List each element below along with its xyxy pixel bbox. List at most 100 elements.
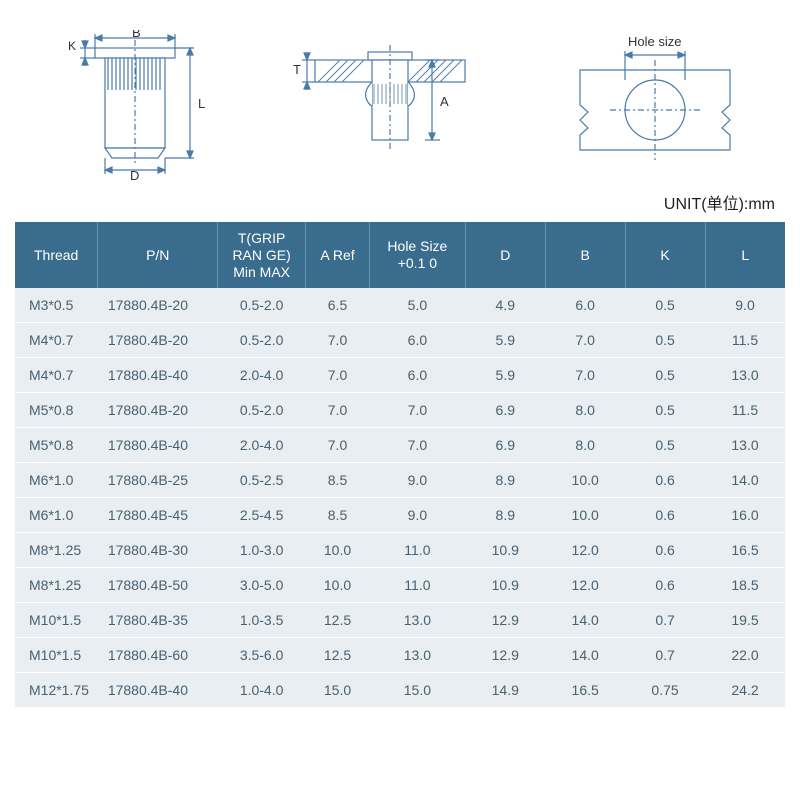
table-cell: 3.0-5.0	[218, 568, 306, 603]
table-cell: 10.0	[545, 498, 625, 533]
table-cell: 2.0-4.0	[218, 428, 306, 463]
table-cell: 15.0	[306, 673, 370, 708]
table-row: M5*0.817880.4B-200.5-2.07.07.06.98.00.51…	[15, 393, 785, 428]
table-cell: 11.5	[705, 323, 785, 358]
table-cell: 12.9	[465, 638, 545, 673]
table-row: M5*0.817880.4B-402.0-4.07.07.06.98.00.51…	[15, 428, 785, 463]
table-cell: 8.9	[465, 498, 545, 533]
table-cell: 14.0	[705, 463, 785, 498]
table-cell: 6.0	[545, 288, 625, 323]
table-cell: 0.6	[625, 533, 705, 568]
table-cell: 17880.4B-60	[98, 638, 218, 673]
table-cell: 0.7	[625, 638, 705, 673]
col-t: T(GRIP RAN GE) Min MAX	[218, 222, 306, 288]
table-cell: 13.0	[705, 358, 785, 393]
table-cell: 19.5	[705, 603, 785, 638]
table-cell: M6*1.0	[15, 463, 98, 498]
table-cell: 10.0	[545, 463, 625, 498]
table-cell: 3.5-6.0	[218, 638, 306, 673]
table-cell: 0.5	[625, 393, 705, 428]
table-cell: 10.0	[306, 533, 370, 568]
table-cell: M3*0.5	[15, 288, 98, 323]
table-cell: 7.0	[306, 323, 370, 358]
label-k: K	[68, 39, 76, 53]
table-cell: 16.5	[545, 673, 625, 708]
col-pn: P/N	[98, 222, 218, 288]
table-cell: 13.0	[705, 428, 785, 463]
table-cell: 0.5-2.0	[218, 288, 306, 323]
unit-label: UNIT(单位):mm	[15, 190, 775, 214]
table-cell: 1.0-3.0	[218, 533, 306, 568]
table-cell: 5.9	[465, 358, 545, 393]
table-cell: 6.9	[465, 393, 545, 428]
table-cell: 17880.4B-20	[98, 393, 218, 428]
table-cell: 6.5	[306, 288, 370, 323]
table-cell: 13.0	[369, 638, 465, 673]
table-row: M10*1.517880.4B-351.0-3.512.513.012.914.…	[15, 603, 785, 638]
table-cell: 17880.4B-45	[98, 498, 218, 533]
table-cell: 10.0	[306, 568, 370, 603]
table-cell: 16.0	[705, 498, 785, 533]
table-cell: 1.0-3.5	[218, 603, 306, 638]
table-cell: 8.5	[306, 498, 370, 533]
table-cell: 14.0	[545, 638, 625, 673]
table-cell: 0.6	[625, 568, 705, 603]
label-holesize: Hole size	[628, 34, 681, 49]
table-cell: 5.9	[465, 323, 545, 358]
table-cell: 17880.4B-50	[98, 568, 218, 603]
table-cell: 9.0	[369, 463, 465, 498]
table-cell: 0.5	[625, 428, 705, 463]
spec-table: Thread P/N T(GRIP RAN GE) Min MAX A Ref …	[15, 222, 785, 708]
table-cell: 2.0-4.0	[218, 358, 306, 393]
table-cell: 0.7	[625, 603, 705, 638]
table-cell: 0.5	[625, 288, 705, 323]
table-cell: 18.5	[705, 568, 785, 603]
table-cell: M10*1.5	[15, 603, 98, 638]
col-b: B	[545, 222, 625, 288]
table-cell: 0.75	[625, 673, 705, 708]
label-b: B	[132, 30, 141, 40]
label-t: T	[293, 62, 301, 77]
table-cell: 8.9	[465, 463, 545, 498]
table-cell: 17880.4B-20	[98, 323, 218, 358]
diagram-2: T A	[290, 30, 490, 180]
table-cell: M8*1.25	[15, 533, 98, 568]
table-row: M8*1.2517880.4B-301.0-3.010.011.010.912.…	[15, 533, 785, 568]
table-cell: 0.5-2.0	[218, 393, 306, 428]
table-cell: 8.0	[545, 428, 625, 463]
table-cell: 7.0	[369, 428, 465, 463]
col-thread: Thread	[15, 222, 98, 288]
table-row: M8*1.2517880.4B-503.0-5.010.011.010.912.…	[15, 568, 785, 603]
table-cell: 13.0	[369, 603, 465, 638]
diagram-1: B K D L	[50, 30, 220, 180]
table-cell: M6*1.0	[15, 498, 98, 533]
label-a: A	[440, 94, 449, 109]
table-cell: 17880.4B-30	[98, 533, 218, 568]
col-d: D	[465, 222, 545, 288]
table-cell: 7.0	[306, 393, 370, 428]
table-row: M3*0.517880.4B-200.5-2.06.55.04.96.00.59…	[15, 288, 785, 323]
table-cell: 10.9	[465, 568, 545, 603]
table-cell: 0.6	[625, 463, 705, 498]
table-cell: 0.6	[625, 498, 705, 533]
diagram-3: Hole size	[560, 30, 750, 180]
table-cell: 4.9	[465, 288, 545, 323]
table-cell: M5*0.8	[15, 428, 98, 463]
table-cell: 12.0	[545, 568, 625, 603]
col-a: A Ref	[306, 222, 370, 288]
col-hole: Hole Size +0.1 0	[369, 222, 465, 288]
table-cell: 22.0	[705, 638, 785, 673]
table-row: M4*0.717880.4B-200.5-2.07.06.05.97.00.51…	[15, 323, 785, 358]
label-l: L	[198, 96, 205, 111]
table-cell: 7.0	[306, 428, 370, 463]
table-cell: 12.0	[545, 533, 625, 568]
table-cell: 1.0-4.0	[218, 673, 306, 708]
table-cell: 0.5-2.5	[218, 463, 306, 498]
table-cell: 16.5	[705, 533, 785, 568]
table-row: M10*1.517880.4B-603.5-6.012.513.012.914.…	[15, 638, 785, 673]
table-cell: 0.5	[625, 323, 705, 358]
table-cell: M8*1.25	[15, 568, 98, 603]
table-cell: M4*0.7	[15, 358, 98, 393]
table-cell: 6.0	[369, 323, 465, 358]
table-row: M6*1.017880.4B-250.5-2.58.59.08.910.00.6…	[15, 463, 785, 498]
